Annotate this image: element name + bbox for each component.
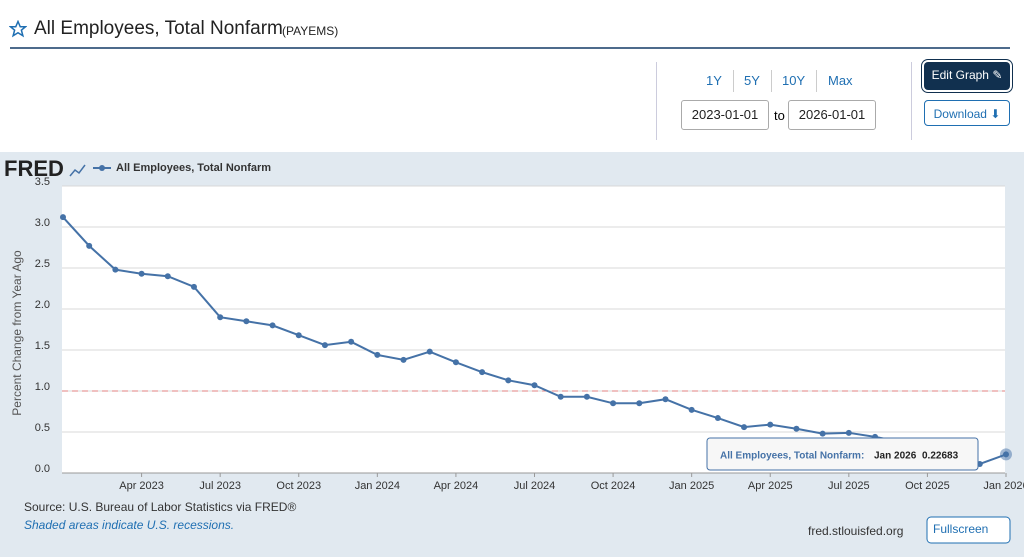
y-tick-label: 3.5	[35, 176, 50, 188]
button-label: Edit Graph	[931, 68, 989, 82]
x-tick-label: Oct 2025	[905, 480, 950, 492]
data-point	[426, 348, 433, 355]
data-point	[112, 266, 119, 273]
data-point	[190, 283, 197, 290]
range-button[interactable]: 5Y	[744, 73, 760, 88]
chart: FRED Percent Change from Year Ago Source…	[0, 152, 1024, 557]
data-point	[531, 382, 538, 389]
data-point	[269, 322, 276, 329]
y-axis-label: Percent Change from Year Ago	[10, 250, 24, 416]
x-tick-label: Jul 2024	[514, 480, 556, 492]
data-point	[557, 393, 564, 400]
y-tick-label: 2.5	[35, 258, 50, 270]
x-tick-label: Jan 2026	[983, 480, 1024, 492]
button-label: Fullscreen	[933, 522, 988, 536]
data-point	[767, 421, 774, 428]
data-point	[479, 369, 486, 376]
data-point	[583, 393, 590, 400]
edit-graph-button[interactable]: Edit Graph ✎	[924, 62, 1010, 90]
data-point	[138, 270, 145, 277]
data-point	[793, 425, 800, 432]
tooltip-date: Jan 2026	[874, 451, 917, 462]
data-point	[348, 338, 355, 345]
x-tick-label: Apr 2025	[748, 480, 793, 492]
x-tick-label: Jan 2024	[355, 480, 400, 492]
data-point	[86, 242, 93, 249]
fullscreen-button[interactable]	[926, 516, 1011, 544]
separator	[733, 70, 734, 92]
y-tick-label: 0.5	[35, 422, 50, 434]
x-tick-label: Jul 2025	[828, 480, 870, 492]
to-label: to	[774, 108, 785, 123]
data-point	[60, 214, 66, 221]
data-point	[845, 429, 852, 436]
range-button[interactable]: 10Y	[782, 73, 806, 88]
x-tick-label: Jan 2025	[669, 480, 714, 492]
x-tick-label: Jul 2023	[199, 480, 241, 492]
data-point	[505, 377, 512, 384]
legend-label: All Employees, Total Nonfarm	[116, 162, 271, 174]
page-title: All Employees, Total Nonfarm	[34, 18, 283, 39]
separator	[771, 70, 772, 92]
data-point	[610, 400, 617, 407]
x-tick-label: Apr 2024	[434, 480, 479, 492]
data-point	[243, 318, 250, 325]
tooltip-label: All Employees, Total Nonfarm:	[720, 451, 864, 462]
legend-marker	[99, 165, 105, 171]
star-icon[interactable]	[9, 20, 27, 38]
y-tick-label: 2.0	[35, 299, 50, 311]
data-point	[819, 430, 826, 437]
fred-logo: FRED	[4, 156, 64, 181]
data-point	[662, 396, 669, 403]
range-button[interactable]: Max	[828, 73, 853, 88]
plot-area	[62, 186, 1005, 473]
data-point	[741, 424, 748, 431]
series-id: (PAYEMS)	[282, 24, 339, 38]
end-date-input[interactable]: 2026-01-01	[788, 100, 876, 130]
date-panel	[656, 62, 912, 140]
header-rule	[10, 47, 1010, 49]
range-button[interactable]: 1Y	[706, 73, 722, 88]
separator	[816, 70, 817, 92]
y-tick-label: 0.0	[35, 463, 50, 475]
source: Source: U.S. Bureau of Labor Statistics …	[24, 500, 296, 514]
data-point	[688, 406, 695, 413]
x-tick-label: Oct 2024	[591, 480, 636, 492]
y-tick-label: 1.0	[35, 381, 50, 393]
data-point	[452, 359, 459, 366]
download-button[interactable]: Download ⬇	[924, 100, 1010, 126]
data-point	[374, 351, 381, 358]
logo-icon	[69, 164, 86, 177]
tooltip-value: 0.22683	[922, 451, 959, 462]
data-point	[636, 400, 643, 407]
recession-note: Shaded areas indicate U.S. recessions.	[24, 518, 234, 532]
data-point	[164, 273, 171, 280]
data-point	[321, 342, 328, 349]
site-url[interactable]: fred.stlouisfed.org	[808, 524, 903, 538]
y-tick-label: 1.5	[35, 340, 50, 352]
x-tick-label: Oct 2023	[276, 480, 321, 492]
start-date-input[interactable]: 2023-01-01	[681, 100, 769, 130]
tooltip	[706, 437, 979, 471]
hover-point	[1000, 448, 1012, 461]
data-point	[400, 356, 407, 363]
data-point	[714, 415, 721, 422]
data-point	[217, 314, 224, 321]
data-point	[295, 332, 302, 339]
y-tick-label: 3.0	[35, 217, 50, 229]
button-label: Download	[933, 107, 987, 121]
x-tick-label: Apr 2023	[119, 480, 164, 492]
